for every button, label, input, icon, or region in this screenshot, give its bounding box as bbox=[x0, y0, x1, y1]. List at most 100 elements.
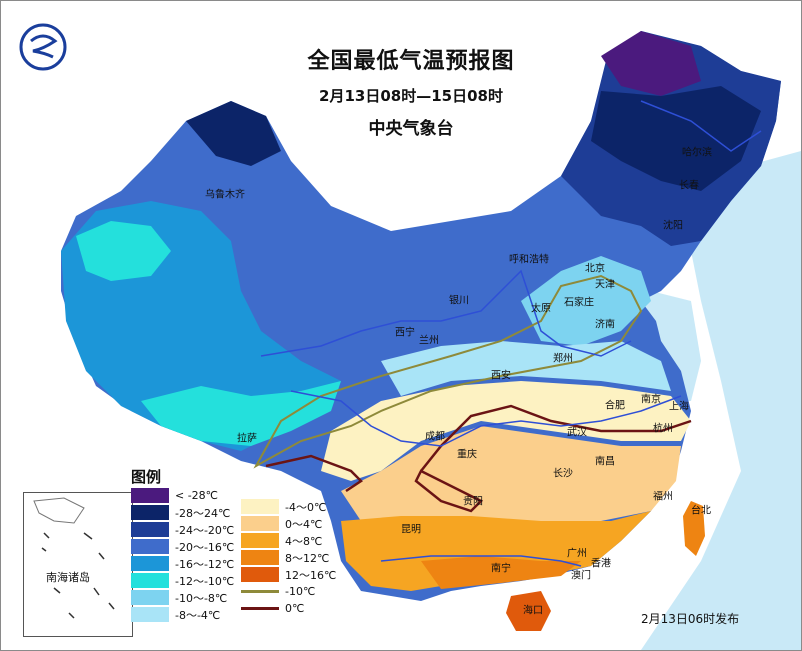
legend-right-column: -4～0℃ 0～4℃ 4～8℃ 8～12℃ 12～16℃ -10℃ 0℃ bbox=[241, 498, 336, 617]
legend-color-swatch bbox=[241, 567, 279, 582]
legend-color-swatch bbox=[131, 573, 169, 588]
region-xinjiang-cyan bbox=[76, 221, 171, 281]
legend-item: -8～-4℃ bbox=[131, 606, 234, 623]
legend-color-swatch bbox=[131, 556, 169, 571]
city-label: 上海 bbox=[669, 401, 689, 413]
region-heilongjiang bbox=[591, 86, 761, 191]
legend-color-swatch bbox=[241, 499, 279, 514]
legend-item: 4～8℃ bbox=[241, 532, 336, 549]
legend-item: -20～-16℃ bbox=[131, 538, 234, 555]
legend-color-swatch bbox=[241, 550, 279, 565]
city-label: 武汉 bbox=[567, 427, 587, 439]
city-label: 成都 bbox=[425, 431, 445, 443]
city-label: 海口 bbox=[523, 605, 543, 617]
region-hainan bbox=[506, 591, 551, 631]
legend-color-swatch bbox=[131, 590, 169, 605]
legend-line-swatch bbox=[241, 584, 279, 599]
legend-color-swatch bbox=[131, 607, 169, 622]
city-label: 哈尔滨 bbox=[682, 147, 712, 159]
legend-label: -12～-10℃ bbox=[175, 574, 235, 588]
songhua-river bbox=[640, 100, 762, 152]
region-north-china bbox=[521, 256, 651, 346]
city-label: 兰州 bbox=[419, 335, 439, 347]
city-label: 银川 bbox=[449, 295, 469, 307]
city-label: 呼和浩特 bbox=[509, 254, 549, 266]
legend-label: -16～-12℃ bbox=[175, 557, 235, 571]
legend-color-swatch bbox=[131, 505, 169, 520]
map-title: 全国最低气温预报图 bbox=[307, 49, 515, 74]
legend-item: -16～-12℃ bbox=[131, 555, 234, 572]
city-label: 郑州 bbox=[553, 353, 573, 365]
legend-item: -10℃ bbox=[241, 583, 336, 600]
city-label: 南京 bbox=[641, 394, 661, 406]
region-south-tan bbox=[341, 426, 681, 521]
legend-item: -28～24℃ bbox=[131, 504, 234, 521]
legend-item: 0～4℃ bbox=[241, 515, 336, 532]
city-label: 福州 bbox=[653, 491, 673, 503]
legend-item: -24～-20℃ bbox=[131, 521, 234, 538]
city-label: 南昌 bbox=[595, 456, 615, 468]
city-label: 石家庄 bbox=[564, 297, 594, 309]
south-china-sea-inset: 南海诸岛 bbox=[23, 492, 133, 637]
legend-label: < -28℃ bbox=[175, 489, 219, 502]
legend-item: -4～0℃ bbox=[241, 498, 336, 515]
city-label: 台北 bbox=[691, 505, 711, 517]
legend-label: -10～-8℃ bbox=[175, 591, 228, 605]
city-label: 南宁 bbox=[491, 563, 511, 575]
city-label: 重庆 bbox=[457, 449, 477, 461]
cma-logo-icon bbox=[19, 23, 67, 71]
legend-line-swatch bbox=[241, 601, 279, 616]
sea-area bbox=[641, 151, 801, 650]
city-label: 西宁 bbox=[395, 327, 415, 339]
legend-color-swatch bbox=[131, 488, 169, 503]
inset-map bbox=[33, 497, 115, 619]
inset-label: 南海诸岛 bbox=[46, 571, 90, 584]
legend-label: 8～12℃ bbox=[285, 551, 330, 565]
city-label: 澳门 bbox=[571, 570, 591, 582]
legend-color-swatch bbox=[241, 516, 279, 531]
forecast-period: 2月13日08时—15日08时 bbox=[319, 87, 503, 105]
region-south-orange bbox=[341, 511, 651, 591]
contour-zero bbox=[265, 404, 692, 513]
legend-item: 12～16℃ bbox=[241, 566, 336, 583]
city-label: 长沙 bbox=[553, 468, 573, 480]
city-label: 济南 bbox=[595, 319, 615, 331]
region-guangdong bbox=[421, 556, 581, 589]
legend-item: -12～-10℃ bbox=[131, 572, 234, 589]
title-block: 全国最低气温预报图 2月13日08时—15日08时 中央气象台 bbox=[261, 43, 561, 139]
city-label: 乌鲁木齐 bbox=[205, 189, 245, 201]
city-label: 太原 bbox=[531, 303, 551, 315]
region-mohe-purple bbox=[601, 31, 701, 96]
city-label: 合肥 bbox=[605, 400, 625, 412]
legend-color-swatch bbox=[131, 539, 169, 554]
legend-color-swatch bbox=[131, 522, 169, 537]
legend-item: < -28℃ bbox=[131, 487, 234, 504]
legend-label: -4～0℃ bbox=[285, 500, 327, 514]
legend-left-column: < -28℃ -28～24℃ -24～-20℃ -20～-16℃ -16～-12℃ -12… bbox=[131, 487, 234, 623]
legend-item: 8～12℃ bbox=[241, 549, 336, 566]
city-label: 香港 bbox=[591, 558, 611, 570]
city-label: 杭州 bbox=[653, 423, 673, 435]
contour-minus10 bbox=[253, 274, 643, 469]
yangtze-river bbox=[290, 390, 682, 447]
legend-label: 12～16℃ bbox=[285, 568, 337, 582]
region-tibet-cyan bbox=[141, 381, 341, 446]
yellow-river bbox=[260, 269, 632, 357]
region-taiwan bbox=[683, 501, 705, 556]
city-label: 西安 bbox=[491, 370, 511, 382]
legend-label: 0℃ bbox=[285, 602, 305, 615]
legend-label: -10℃ bbox=[285, 585, 316, 598]
city-label: 天津 bbox=[595, 279, 615, 291]
pearl-river bbox=[380, 555, 582, 567]
legend-item: -10～-8℃ bbox=[131, 589, 234, 606]
city-label: 昆明 bbox=[401, 524, 421, 536]
region-altay bbox=[186, 101, 281, 166]
city-label: 北京 bbox=[585, 263, 605, 275]
legend-color-swatch bbox=[241, 533, 279, 548]
legend-label: -20～-16℃ bbox=[175, 540, 235, 554]
legend-label: 0～4℃ bbox=[285, 517, 323, 531]
city-label: 长春 bbox=[679, 180, 699, 192]
issue-time: 2月13日06时发布 bbox=[641, 612, 740, 626]
legend-item: 0℃ bbox=[241, 600, 336, 617]
